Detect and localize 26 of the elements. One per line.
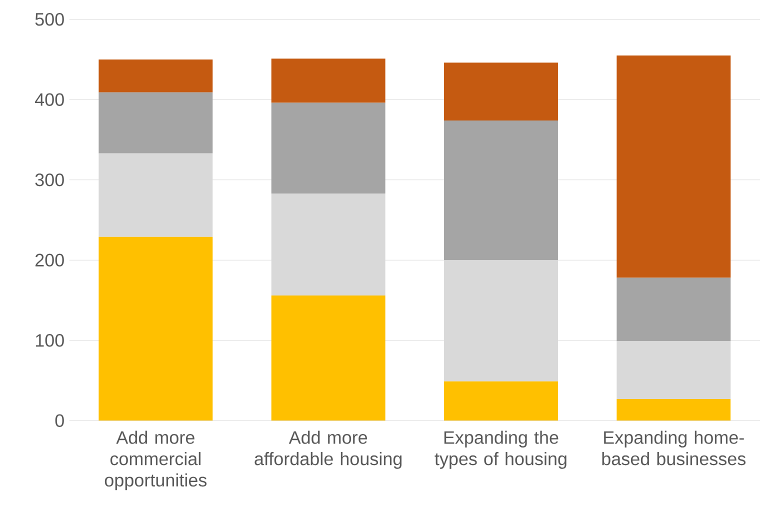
x-tick-label: Expanding home-based businesses — [602, 430, 746, 466]
y-tick-label: 0 — [55, 414, 64, 428]
bar — [444, 62, 558, 120]
bar — [98, 236, 213, 421]
bar — [271, 102, 386, 194]
bar — [616, 278, 731, 342]
x-tick-label: Add more affordable housing — [254, 430, 402, 469]
bar — [98, 153, 213, 237]
bar — [616, 398, 731, 421]
bar — [98, 59, 213, 92]
y-tick-label: 400 — [35, 93, 64, 106]
bar — [616, 55, 731, 278]
bar — [271, 58, 386, 103]
bar — [444, 381, 558, 421]
y-tick-label: 200 — [36, 254, 64, 266]
bar — [444, 120, 558, 260]
bar — [444, 260, 558, 382]
y-tick-label: 300 — [35, 173, 64, 186]
bar — [271, 295, 386, 421]
bar — [271, 194, 386, 296]
y-tick-label: 100 — [36, 334, 64, 347]
bar — [98, 92, 213, 154]
x-tick-label: Expanding the types of housing — [434, 430, 566, 469]
x-tick-label: Add more commercial opportunities — [104, 430, 207, 490]
bar — [616, 341, 731, 399]
y-tick-label: 500 — [35, 12, 64, 26]
